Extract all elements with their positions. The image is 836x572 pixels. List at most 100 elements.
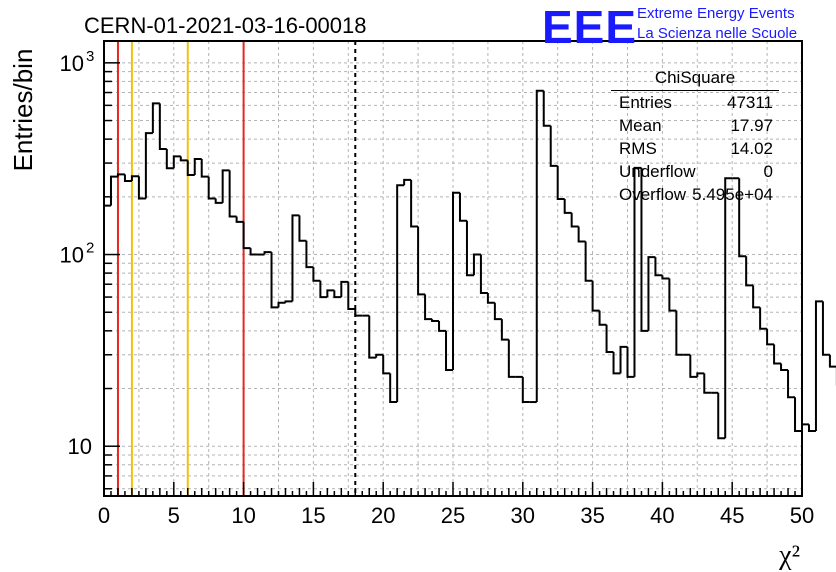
stats-value: 47311	[726, 93, 773, 112]
histogram-bin	[675, 310, 684, 356]
histogram-bin	[794, 397, 802, 433]
x-tick-label: 25	[441, 503, 465, 528]
histogram-bin	[668, 278, 677, 312]
histogram-bin	[326, 289, 335, 298]
histogram-bin	[340, 280, 349, 298]
histogram-bin	[235, 216, 244, 223]
histogram-bin	[424, 294, 433, 321]
stats-divider	[611, 90, 779, 91]
histogram-bin	[375, 353, 384, 358]
logo-line-1: Extreme Energy Events	[637, 5, 795, 22]
y-tick-label: 10	[60, 51, 84, 76]
x-tick-label: 40	[650, 503, 674, 528]
histogram-bin	[738, 178, 747, 258]
histogram-bin	[116, 173, 125, 177]
histogram-bin	[144, 132, 153, 199]
stats-row-entries: Entries 47311	[619, 93, 773, 115]
histogram-bin	[821, 301, 830, 356]
histogram-bin	[207, 176, 216, 200]
stats-row-rms: RMS 14.02	[619, 139, 773, 161]
y-tick-label: 10	[60, 243, 84, 268]
histogram-bin	[759, 307, 768, 330]
histogram-bin	[563, 198, 572, 214]
histogram-bin	[556, 165, 565, 200]
x-tick-label: 50	[790, 503, 814, 528]
histogram-bin	[752, 285, 761, 309]
histogram-bin	[109, 175, 118, 206]
stats-key: Entries	[619, 93, 672, 112]
histogram-bin	[333, 290, 342, 299]
histogram-bin	[452, 191, 460, 370]
histogram-bin	[200, 159, 209, 178]
histogram-bin	[172, 155, 181, 169]
histogram-bin	[828, 354, 836, 368]
histogram-bin	[661, 275, 670, 280]
histogram-bin	[619, 345, 628, 374]
x-tick-label: 45	[720, 503, 744, 528]
histogram-bin	[724, 177, 733, 439]
y-tick-label-exponent: 2	[86, 240, 94, 257]
histogram-bin	[165, 149, 174, 170]
logo-line-2: La Scienza nelle Scuole	[637, 25, 798, 42]
histogram-bin	[696, 372, 705, 377]
x-axis: 0 5 10 15 20 25 30 35 40 45 50	[98, 482, 814, 528]
histogram-bin	[479, 254, 488, 295]
stats-value: 14.02	[730, 139, 773, 158]
histogram-bin	[277, 301, 286, 308]
histogram-bin	[396, 184, 405, 403]
histogram-bin	[410, 179, 419, 228]
histogram-bin	[577, 226, 586, 243]
x-tick-label: 15	[301, 503, 325, 528]
x-tick-label: 0	[98, 503, 110, 528]
chart-title: CERN-01-2021-03-16-00018	[84, 13, 367, 38]
histogram-bin	[438, 321, 447, 332]
histogram-bin	[703, 373, 712, 394]
histogram-bin	[801, 423, 809, 432]
histogram-bin	[647, 256, 656, 331]
x-tick-label: 20	[371, 503, 395, 528]
stats-value: 0	[763, 162, 773, 181]
histogram-bin	[717, 392, 726, 440]
y-tick-label-exponent: 3	[86, 48, 94, 65]
stats-key: Overflow	[619, 185, 687, 204]
histogram-bin	[773, 344, 782, 365]
histogram-bin	[612, 352, 621, 375]
histogram-bin	[486, 293, 495, 304]
histogram-bin	[284, 300, 293, 303]
histogram-bin	[368, 315, 377, 359]
histogram-bars	[103, 89, 836, 496]
stats-value: 17.97	[730, 116, 773, 135]
histogram-bin	[507, 339, 516, 378]
stats-row-underflow: Underflow 0	[619, 162, 773, 184]
histogram-bin	[242, 221, 251, 250]
histogram-bin	[158, 103, 167, 151]
histogram-bin	[787, 369, 796, 399]
histogram-bin	[312, 267, 321, 282]
x-tick-label: 10	[231, 503, 255, 528]
histogram-bin	[130, 175, 139, 181]
histogram-bin	[151, 102, 160, 134]
stats-key: Mean	[619, 116, 662, 135]
histogram-bin	[814, 300, 823, 432]
eee-logo: EEE	[542, 1, 638, 53]
histogram-bin	[458, 192, 467, 222]
histogram-bin	[417, 226, 426, 296]
y-tick-label: 10	[68, 434, 92, 459]
histogram-bin	[221, 169, 230, 203]
histogram-bin	[465, 220, 474, 277]
histogram-bin	[137, 176, 146, 200]
histogram-bin	[493, 302, 502, 321]
histogram-bin	[249, 248, 258, 256]
histogram-bin	[598, 310, 607, 326]
stats-box: ChiSquare Entries 47311 Mean 17.97 RMS 1…	[611, 64, 779, 212]
histogram-bin	[605, 324, 614, 354]
histogram-bin	[214, 198, 223, 204]
histogram-bin	[633, 166, 642, 377]
histogram-bin	[354, 308, 363, 317]
histogram-bin	[472, 253, 481, 276]
histogram-bin	[745, 256, 754, 287]
histogram-bin	[542, 90, 551, 127]
x-tick-label: 30	[511, 503, 535, 528]
histogram-bin	[521, 376, 530, 404]
